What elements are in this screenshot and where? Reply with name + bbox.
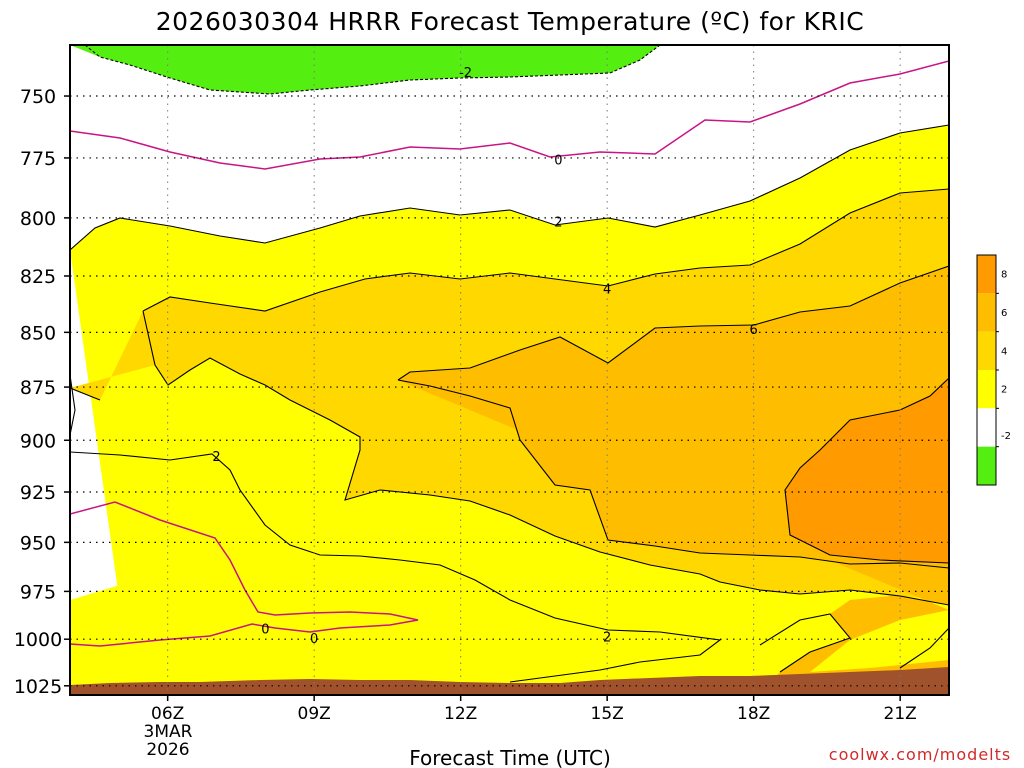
x-tick-label: 21Z <box>884 704 917 724</box>
fill-above-8 <box>785 378 949 563</box>
contour-label: 0 <box>261 623 269 638</box>
contour-label: 2 <box>603 630 611 645</box>
x-tick-label: 15Z <box>591 704 624 724</box>
colorbar-swatch <box>977 255 996 294</box>
contour-label: 2 <box>212 450 220 465</box>
contour-8 <box>784 377 949 564</box>
isotherm-0 <box>70 60 949 647</box>
gridlines <box>70 45 949 695</box>
chart-title: 2026030304 HRRR Forecast Temperature (ºC… <box>156 7 865 36</box>
y-tick-label: 800 <box>20 208 56 230</box>
contour-label: -2 <box>459 66 472 81</box>
contour-label: 0 <box>310 632 318 647</box>
y-tick-label: 925 <box>20 482 56 504</box>
y-tick-label: 875 <box>20 377 56 399</box>
contour-label: 2 <box>554 216 562 231</box>
x-tick-label: 18Z <box>737 704 770 724</box>
y-tick-label: 1000 <box>14 629 62 651</box>
contour-label: 6 <box>750 323 758 338</box>
x-tick-label: 09Z <box>298 704 331 724</box>
y-tick-label: 900 <box>20 430 56 452</box>
colorbar-swatch <box>977 446 996 485</box>
y-tick-label: 825 <box>20 266 56 288</box>
colorbar-tick-label: -2 <box>1001 431 1011 442</box>
colorbar-swatch <box>977 293 996 332</box>
y-tick-label: 775 <box>20 148 56 170</box>
x-axis-label: Forecast Time (UTC) <box>409 746 611 768</box>
contour-label: 4 <box>603 283 611 298</box>
colorbar-swatch <box>977 370 996 409</box>
contour-2-upper <box>70 124 949 251</box>
colorbar-tick-label: 8 <box>1001 270 1007 281</box>
credit-text: coolwx.com/modelts <box>829 745 1011 764</box>
contour-label: 0 <box>554 153 562 168</box>
y-tick-label: 1025 <box>14 676 62 698</box>
colorbar-tick-label: 4 <box>1001 346 1007 357</box>
x-tick-label: 06Z <box>151 704 184 724</box>
x-date-line-2: 2026 <box>146 740 189 760</box>
colorbar-tick-label: 2 <box>1001 385 1007 396</box>
x-date-line-1: 3MAR <box>144 722 193 742</box>
y-tick-label: 750 <box>20 86 56 108</box>
plot-frame <box>69 44 950 696</box>
colorbar-tick-label: 6 <box>1001 308 1007 319</box>
plot-area <box>70 45 949 695</box>
x-axis: 06Z 09Z 12Z 15Z 18Z 21Z <box>151 695 917 724</box>
colorbar-swatch <box>977 331 996 370</box>
contour-labels: -2 0 2 4 6 2 0 0 2 <box>212 66 757 647</box>
colorbar: 8 6 4 2 -2 <box>976 254 1011 486</box>
y-tick-label: 975 <box>20 581 56 603</box>
x-tick-label: 12Z <box>444 704 477 724</box>
colorbar-swatch <box>977 408 996 447</box>
y-tick-label: 950 <box>20 532 56 554</box>
y-tick-label: 850 <box>20 322 56 344</box>
contour-2-lower <box>70 374 722 683</box>
terrain <box>70 667 949 695</box>
y-axis: 750 775 800 825 850 875 900 925 950 975 1000 1025 <box>14 86 70 698</box>
contour-6 <box>397 265 949 673</box>
fill-below-minus2 <box>70 45 660 94</box>
